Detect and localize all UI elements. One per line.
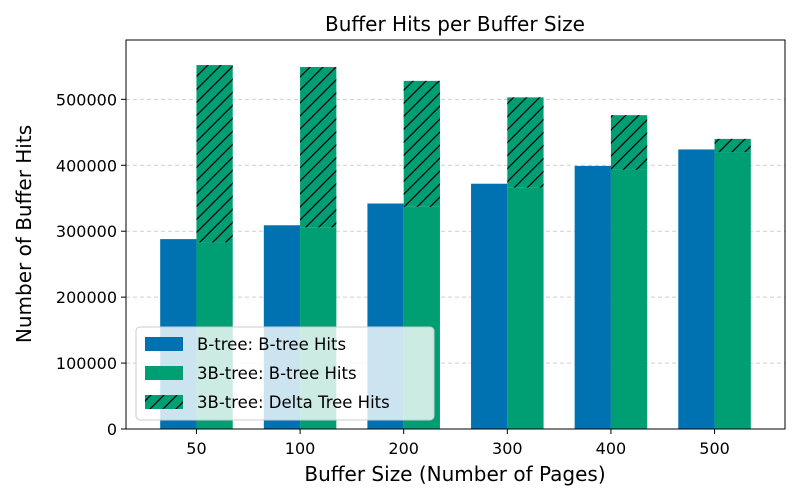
y-tick-label: 400000 (56, 156, 117, 175)
y-axis-ticks: 0 100000 200000 300000 400000 500000 (56, 90, 126, 439)
y-tick-label: 100000 (56, 354, 117, 373)
bars (160, 65, 751, 430)
bar-3btree-delta-hatch (610, 115, 648, 170)
y-tick-label: 300000 (56, 222, 117, 241)
x-tick-label: 400 (596, 439, 627, 458)
plot-frame (125, 39, 786, 430)
y-tick-label: 0 (107, 420, 117, 439)
bar-3btree-btree-hits (507, 187, 544, 429)
x-axis-label: Buffer Size (Number of Pages) (304, 462, 605, 486)
x-tick-label: 200 (388, 439, 419, 458)
legend-swatch-hatch (145, 395, 183, 409)
bar-3btree-delta-hatch (507, 97, 544, 188)
bar-btree-hits (678, 149, 715, 430)
x-tick-label: 500 (699, 439, 730, 458)
y-tick-label: 500000 (56, 90, 117, 109)
y-axis-label: Number of Buffer Hits (12, 125, 36, 343)
bar-3btree-delta-hatch (403, 80, 440, 207)
legend: B-tree: B-tree Hits 3B-tree: B-tree Hits 3… (135, 326, 435, 421)
legend-label: 3B-tree: Delta Tree Hits (197, 393, 390, 412)
x-tick-label: 300 (492, 439, 523, 458)
legend-box (135, 326, 435, 421)
legend-swatch (145, 337, 183, 351)
legend-label: B-tree: B-tree Hits (197, 335, 346, 354)
x-axis-ticks: 50 100 200 300 400 500 (186, 429, 730, 458)
bar-3btree-delta-hatch (300, 67, 337, 228)
x-tick-label: 50 (186, 439, 206, 458)
bar-3btree-btree-hits (610, 169, 648, 429)
legend-swatch (145, 366, 183, 380)
bar-btree-hits (574, 165, 611, 429)
y-tick-label: 200000 (56, 288, 117, 307)
legend-label: 3B-tree: B-tree Hits (197, 364, 357, 383)
bar-3btree-delta-hatch (714, 138, 751, 153)
bar-3btree-btree-hits (714, 152, 751, 429)
chart-title: Buffer Hits per Buffer Size (325, 12, 585, 36)
bar-3btree-delta-hatch (196, 65, 233, 243)
bar-btree-hits (471, 183, 508, 429)
x-tick-label: 100 (285, 439, 316, 458)
